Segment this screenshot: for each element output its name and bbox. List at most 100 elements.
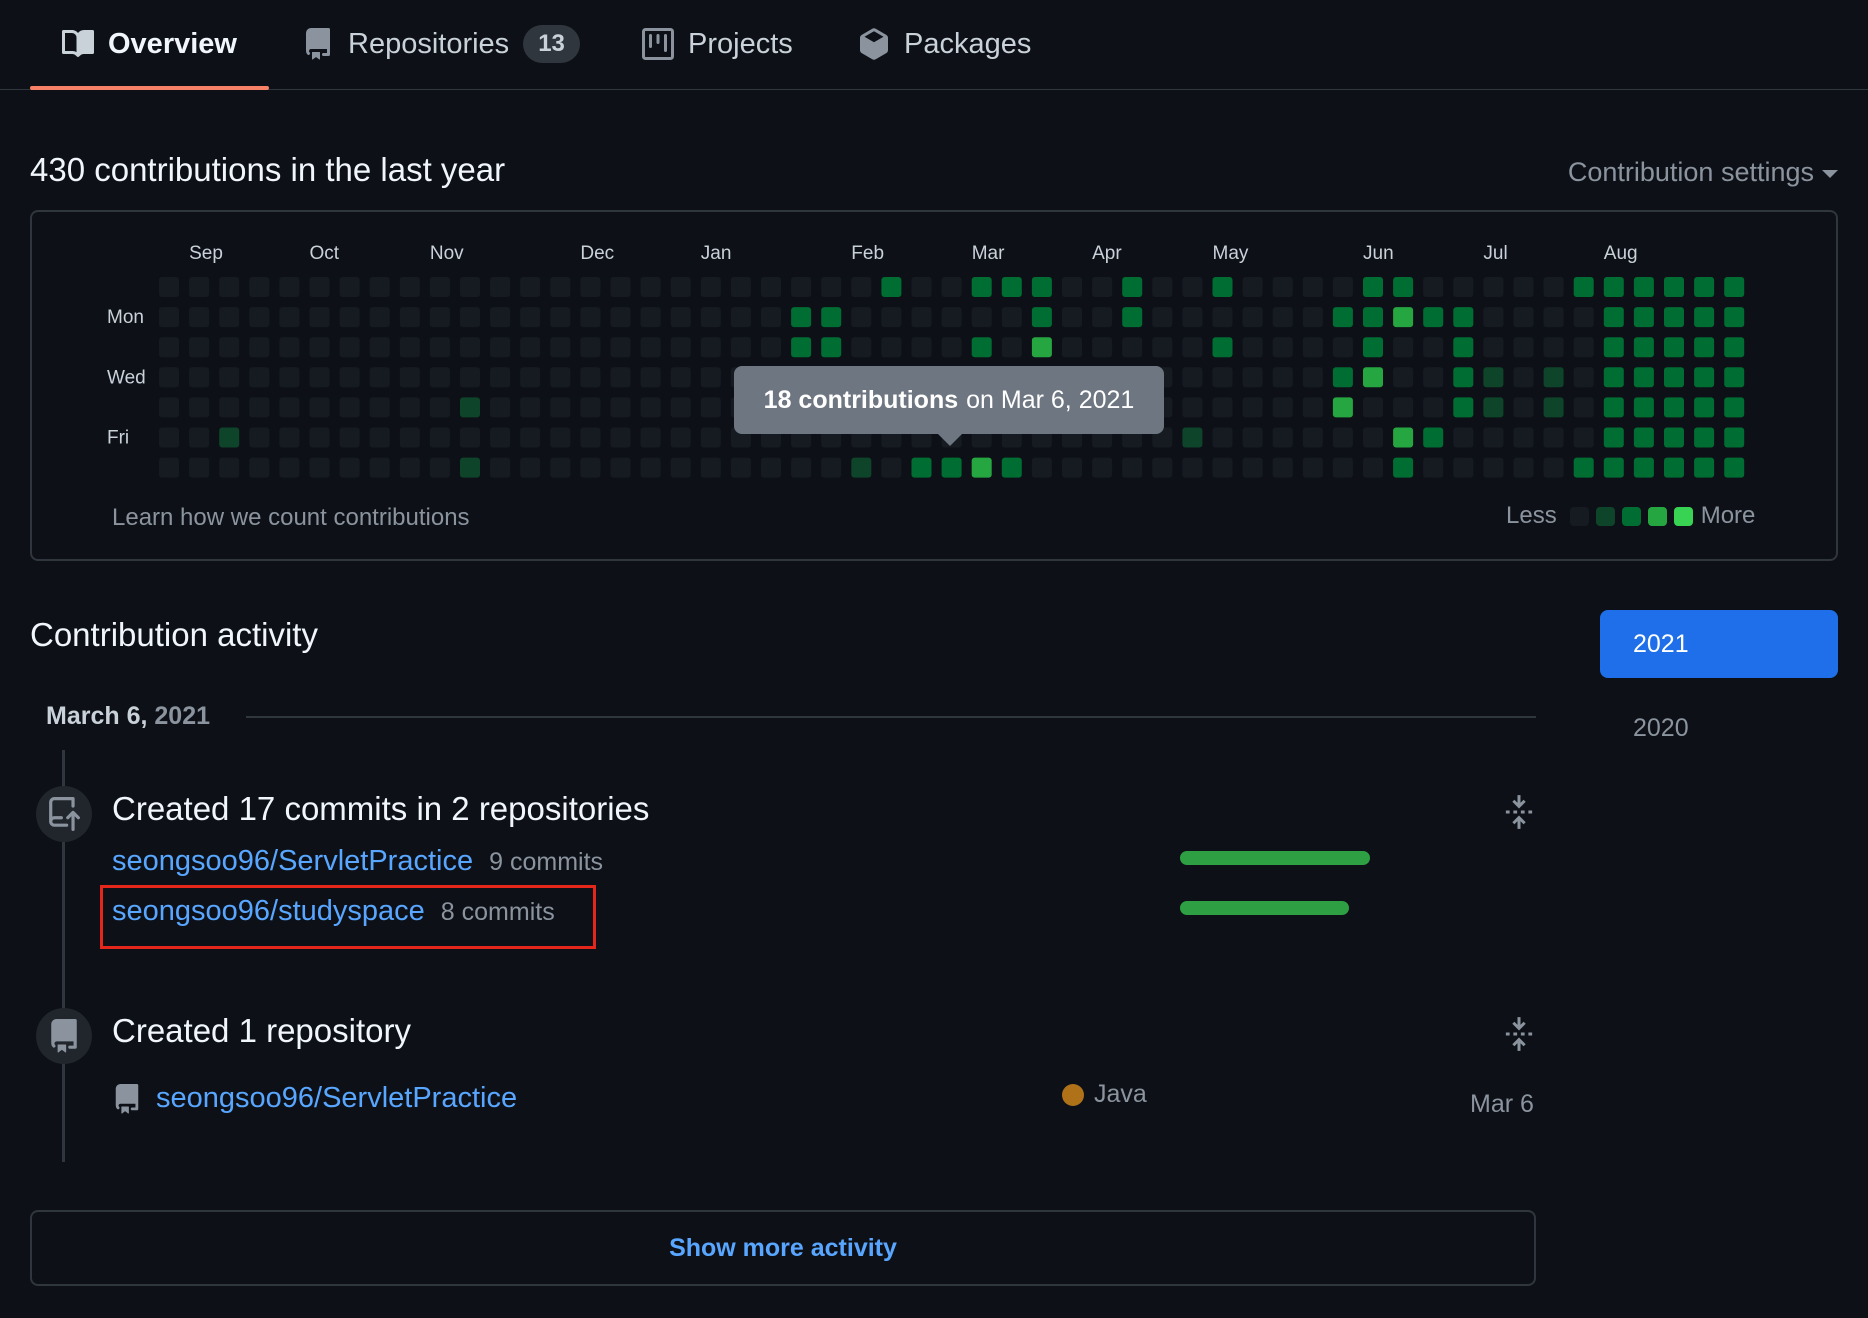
contribution-day[interactable] bbox=[309, 367, 330, 388]
contribution-day[interactable] bbox=[640, 427, 661, 448]
contribution-day[interactable] bbox=[1483, 337, 1504, 358]
contribution-day[interactable] bbox=[1242, 277, 1263, 297]
contribution-day[interactable] bbox=[369, 367, 390, 388]
contribution-day[interactable] bbox=[1543, 277, 1564, 297]
contribution-day[interactable] bbox=[1152, 337, 1173, 358]
contribution-day[interactable] bbox=[279, 397, 300, 418]
contribution-day[interactable] bbox=[1633, 457, 1654, 478]
contribution-day[interactable] bbox=[1092, 277, 1113, 297]
contribution-day[interactable] bbox=[279, 337, 300, 358]
contribution-day[interactable] bbox=[1152, 457, 1173, 478]
contribution-day[interactable] bbox=[189, 337, 210, 358]
contribution-day[interactable] bbox=[1031, 307, 1052, 328]
contribution-day[interactable] bbox=[761, 307, 781, 328]
contribution-day[interactable] bbox=[1633, 397, 1654, 418]
contribution-day[interactable] bbox=[1453, 307, 1474, 328]
contribution-day[interactable] bbox=[369, 457, 390, 478]
contribution-day[interactable] bbox=[1363, 337, 1383, 358]
contribution-day[interactable] bbox=[821, 337, 842, 358]
contribution-day[interactable] bbox=[1122, 337, 1143, 358]
contribution-day[interactable] bbox=[520, 397, 541, 418]
contribution-day[interactable] bbox=[339, 427, 360, 448]
contribution-day[interactable] bbox=[941, 307, 962, 328]
contribution-day[interactable] bbox=[1633, 367, 1654, 388]
contribution-day[interactable] bbox=[1212, 277, 1233, 297]
contribution-day[interactable] bbox=[1031, 457, 1052, 478]
contribution-day[interactable] bbox=[1423, 277, 1444, 297]
contribution-day[interactable] bbox=[911, 457, 932, 478]
contribution-day[interactable] bbox=[399, 277, 420, 297]
contribution-day[interactable] bbox=[1573, 457, 1594, 478]
contribution-day[interactable] bbox=[1513, 277, 1534, 297]
contribution-day[interactable] bbox=[851, 277, 872, 297]
contribution-day[interactable] bbox=[1664, 457, 1684, 478]
contribution-settings-dropdown[interactable]: Contribution settings bbox=[1568, 157, 1838, 188]
contribution-day[interactable] bbox=[399, 457, 420, 478]
contribution-day[interactable] bbox=[640, 277, 661, 297]
contribution-day[interactable] bbox=[1664, 337, 1684, 358]
contribution-day[interactable] bbox=[1694, 397, 1715, 418]
contribution-day[interactable] bbox=[279, 457, 300, 478]
contribution-day[interactable] bbox=[1573, 277, 1594, 297]
contribution-day[interactable] bbox=[189, 277, 210, 297]
contribution-day[interactable] bbox=[1633, 307, 1654, 328]
contribution-day[interactable] bbox=[1182, 427, 1203, 448]
contribution-day[interactable] bbox=[1633, 337, 1654, 358]
contribution-day[interactable] bbox=[610, 307, 631, 328]
contribution-day[interactable] bbox=[399, 427, 420, 448]
contribution-day[interactable] bbox=[490, 367, 511, 388]
contribution-day[interactable] bbox=[159, 307, 179, 328]
contribution-day[interactable] bbox=[429, 457, 450, 478]
contribution-day[interactable] bbox=[159, 337, 179, 358]
contribution-day[interactable] bbox=[1393, 277, 1414, 297]
contribution-day[interactable] bbox=[911, 307, 932, 328]
contribution-day[interactable] bbox=[610, 337, 631, 358]
contribution-day[interactable] bbox=[1603, 457, 1624, 478]
contribution-day[interactable] bbox=[1393, 367, 1414, 388]
contribution-day[interactable] bbox=[1242, 307, 1263, 328]
contribution-day[interactable] bbox=[1393, 397, 1414, 418]
contribution-day[interactable] bbox=[429, 427, 450, 448]
contribution-day[interactable] bbox=[249, 307, 270, 328]
contribution-day[interactable] bbox=[279, 367, 300, 388]
contribution-day[interactable] bbox=[1363, 277, 1383, 297]
contribution-day[interactable] bbox=[1062, 457, 1082, 478]
contribution-day[interactable] bbox=[309, 277, 330, 297]
contribution-day[interactable] bbox=[1302, 367, 1323, 388]
contribution-day[interactable] bbox=[670, 307, 691, 328]
contribution-day[interactable] bbox=[1332, 457, 1353, 478]
contribution-day[interactable] bbox=[1212, 337, 1233, 358]
contribution-day[interactable] bbox=[1423, 367, 1444, 388]
contribution-day[interactable] bbox=[1603, 277, 1624, 297]
contribution-day[interactable] bbox=[490, 457, 511, 478]
contribution-day[interactable] bbox=[670, 457, 691, 478]
contribution-day[interactable] bbox=[1543, 427, 1564, 448]
contribution-day[interactable] bbox=[520, 307, 541, 328]
contribution-day[interactable] bbox=[399, 337, 420, 358]
contribution-day[interactable] bbox=[881, 457, 902, 478]
contribution-day[interactable] bbox=[369, 307, 390, 328]
contribution-day[interactable] bbox=[1423, 397, 1444, 418]
contribution-day[interactable] bbox=[219, 457, 240, 478]
contribution-day[interactable] bbox=[550, 307, 571, 328]
contribution-day[interactable] bbox=[309, 337, 330, 358]
contribution-day[interactable] bbox=[219, 307, 240, 328]
contribution-day[interactable] bbox=[640, 457, 661, 478]
contribution-day[interactable] bbox=[610, 427, 631, 448]
contribution-day[interactable] bbox=[821, 277, 842, 297]
contribution-day[interactable] bbox=[1513, 427, 1534, 448]
contribution-day[interactable] bbox=[249, 427, 270, 448]
contribution-day[interactable] bbox=[610, 397, 631, 418]
contribution-day[interactable] bbox=[369, 397, 390, 418]
contribution-day[interactable] bbox=[429, 367, 450, 388]
contribution-day[interactable] bbox=[1302, 337, 1323, 358]
contribution-day[interactable] bbox=[1393, 307, 1414, 328]
contribution-day[interactable] bbox=[881, 337, 902, 358]
contribution-day[interactable] bbox=[791, 457, 812, 478]
contribution-day[interactable] bbox=[1393, 427, 1414, 448]
contribution-day[interactable] bbox=[1423, 457, 1444, 478]
contribution-day[interactable] bbox=[1092, 457, 1113, 478]
contribution-day[interactable] bbox=[1483, 307, 1504, 328]
contribution-day[interactable] bbox=[159, 367, 179, 388]
contribution-day[interactable] bbox=[550, 457, 571, 478]
